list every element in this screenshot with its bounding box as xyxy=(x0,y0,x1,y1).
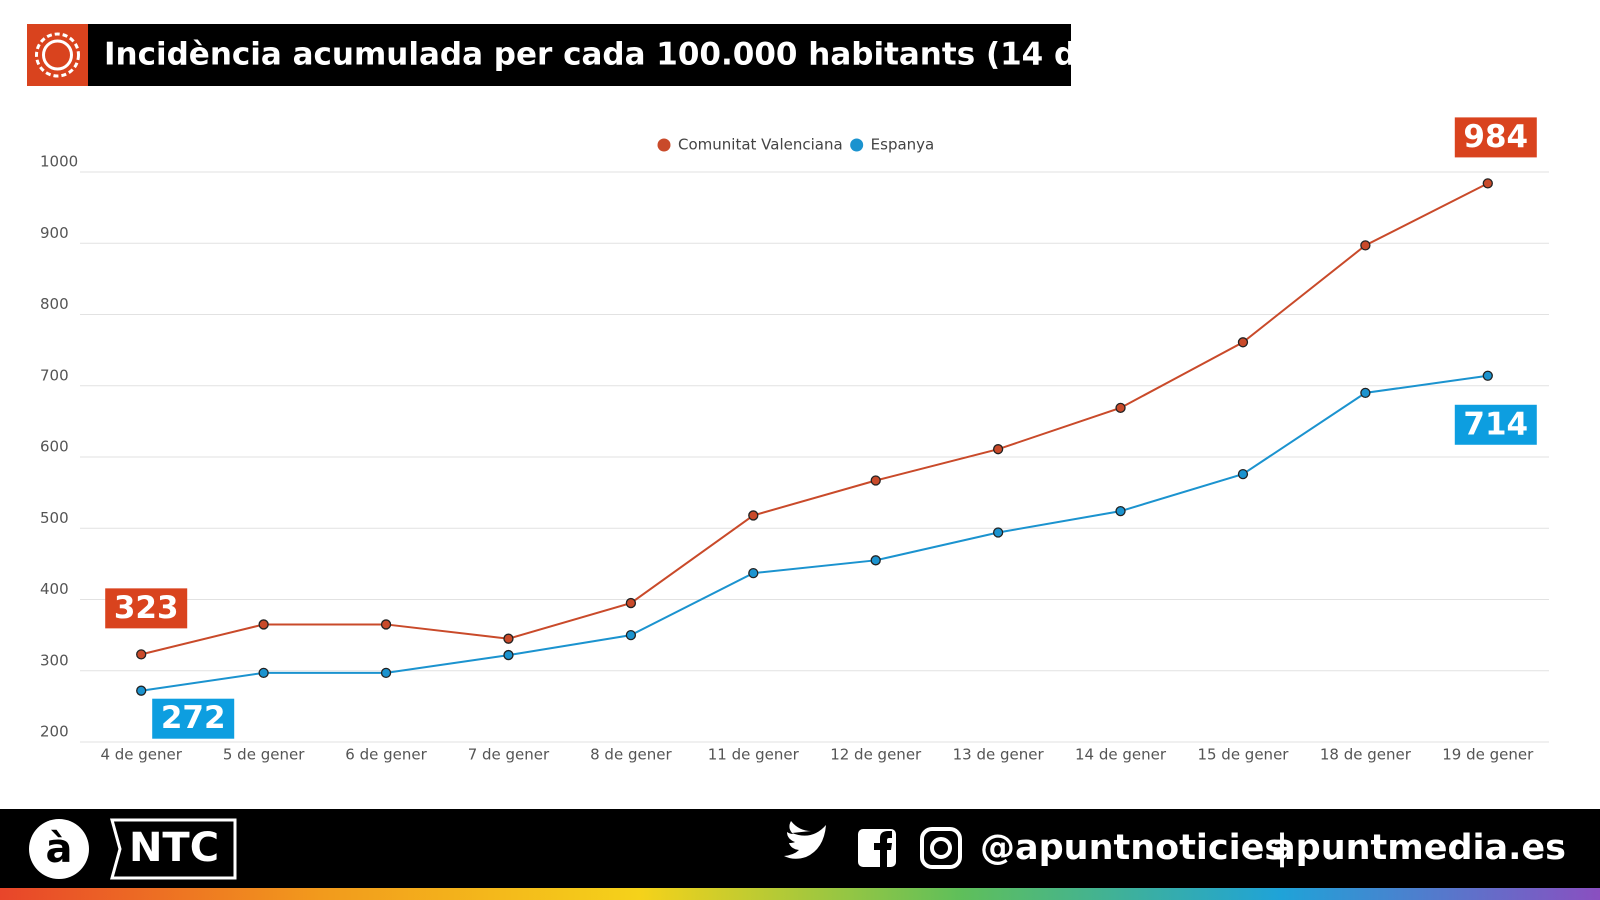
series-line xyxy=(140,182,1489,656)
data-point xyxy=(136,685,147,696)
chart-title: Incidència acumulada per cada 100.000 ha… xyxy=(104,37,1141,73)
x-tick-label: 15 de gener xyxy=(1197,746,1289,764)
x-tick-label: 12 de gener xyxy=(830,746,922,764)
x-tick-label: 6 de gener xyxy=(345,746,427,764)
data-point xyxy=(625,597,637,609)
y-tick-label: 600 xyxy=(40,438,69,456)
data-point xyxy=(870,475,881,486)
series-line xyxy=(141,374,1488,692)
facebook-f xyxy=(874,831,892,867)
x-tick-label: 4 de gener xyxy=(100,746,182,764)
data-point xyxy=(748,510,759,521)
value-label-box xyxy=(105,588,188,629)
instagram-lens xyxy=(930,837,952,859)
y-tick-label: 200 xyxy=(40,723,69,741)
data-point xyxy=(1360,240,1371,251)
y-tick-label: 900 xyxy=(40,224,69,242)
data-point xyxy=(380,619,392,630)
data-point xyxy=(1482,178,1493,189)
data-point xyxy=(870,555,881,566)
x-tick-label: 14 de gener xyxy=(1075,746,1167,764)
social-handle: @apuntnoticies xyxy=(980,828,1285,868)
logo-circle xyxy=(29,819,89,879)
x-tick-label: 11 de gener xyxy=(708,746,800,764)
y-tick-label: 500 xyxy=(40,509,69,527)
data-point xyxy=(258,619,269,630)
virus-icon-core xyxy=(42,39,73,71)
logo: à xyxy=(46,826,73,872)
value-label-box xyxy=(1454,117,1537,158)
y-tick-label: 800 xyxy=(40,295,69,313)
data-point xyxy=(503,633,514,644)
legend-label: Comunitat Valenciana xyxy=(678,136,843,154)
data-point xyxy=(1237,337,1249,348)
value-label: 714 xyxy=(1463,406,1528,442)
value-label: 272 xyxy=(161,700,226,736)
x-tick-label: 5 de gener xyxy=(223,746,305,764)
x-tick-label: 18 de gener xyxy=(1320,746,1412,764)
virus-icon xyxy=(35,32,80,78)
x-tick-label: 13 de gener xyxy=(953,746,1045,764)
brand-box xyxy=(110,818,237,880)
value-label-box xyxy=(1454,404,1537,445)
data-point xyxy=(380,667,392,679)
data-point xyxy=(1237,468,1249,480)
x-tick-label: 8 de gener xyxy=(590,746,672,764)
legend-marker xyxy=(850,138,864,152)
data-point xyxy=(625,629,637,641)
brand: NTC xyxy=(129,825,219,871)
separator: | xyxy=(1276,828,1289,868)
legend-label: Espanya xyxy=(871,136,935,154)
y-tick-label: 700 xyxy=(40,366,69,384)
legend-marker xyxy=(657,138,671,152)
value-label: 984 xyxy=(1463,119,1528,155)
y-tick-label: 400 xyxy=(40,580,69,598)
data-point xyxy=(258,667,269,679)
x-tick-label: 7 de gener xyxy=(468,746,550,764)
value-label-box xyxy=(152,698,235,739)
data-point xyxy=(136,649,147,660)
value-label: 323 xyxy=(114,590,179,626)
twitter-icon xyxy=(784,821,826,859)
title-bar xyxy=(27,24,1071,86)
data-point xyxy=(992,444,1004,455)
y-tick-label: 300 xyxy=(40,651,69,669)
website: apuntmedia.es xyxy=(1272,828,1566,868)
data-point xyxy=(1360,387,1371,399)
y-tick-label: 1000 xyxy=(40,153,78,171)
instagram-icon xyxy=(920,827,962,869)
data-point xyxy=(503,649,514,661)
data-point xyxy=(748,567,759,579)
data-point xyxy=(1115,402,1126,413)
x-tick-label: 19 de gener xyxy=(1442,746,1534,764)
data-point xyxy=(1482,370,1493,381)
data-point xyxy=(992,527,1004,538)
rainbow-strip xyxy=(0,888,1600,900)
data-point xyxy=(1115,505,1126,517)
